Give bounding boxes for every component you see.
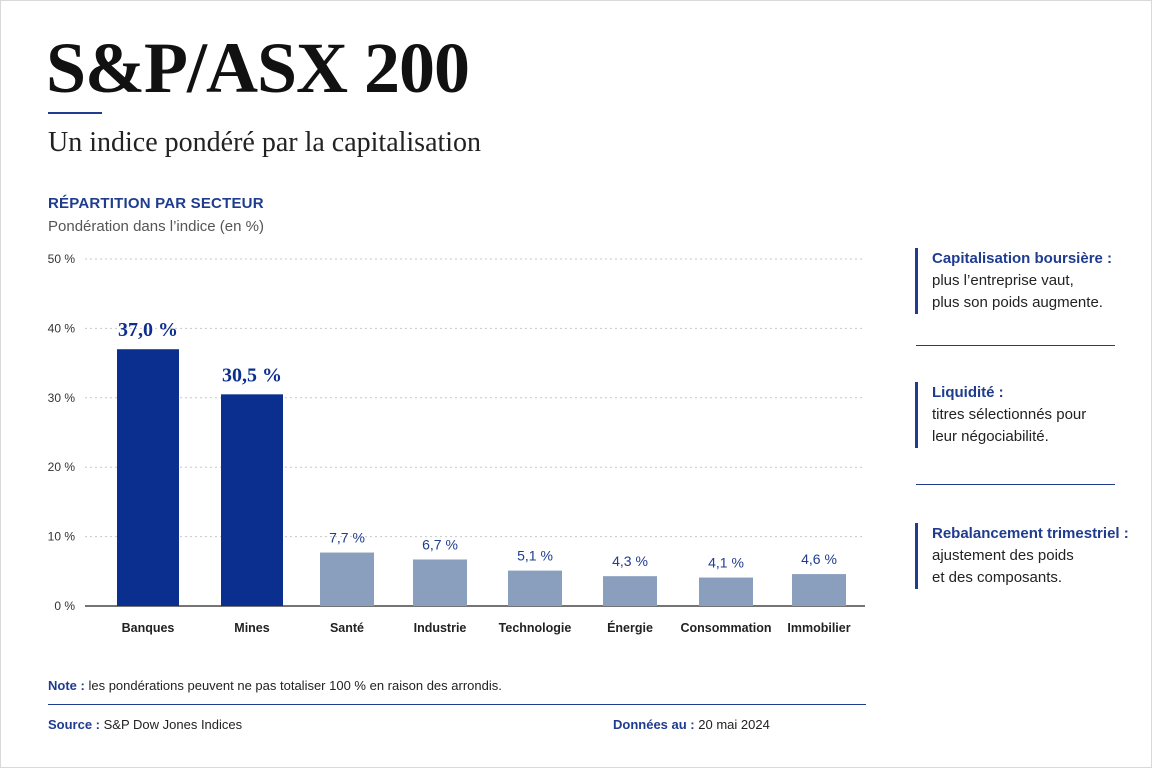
data-label: 6,7 % bbox=[422, 537, 458, 553]
info-market-cap: Capitalisation boursière : plus l’entrep… bbox=[915, 248, 1147, 314]
y-tick-label: 10 % bbox=[48, 530, 76, 544]
x-tick-label: Mines bbox=[234, 621, 269, 635]
data-label: 4,1 % bbox=[708, 555, 744, 571]
bar bbox=[221, 394, 283, 606]
info-heading: Rebalancement trimestriel : bbox=[932, 525, 1129, 542]
chart-subtitle: Pondération dans l’indice (en %) bbox=[48, 218, 264, 235]
x-tick-label: Énergie bbox=[607, 620, 653, 635]
y-tick-label: 40 % bbox=[48, 321, 76, 335]
footer-divider bbox=[48, 704, 866, 705]
data-label: 37,0 % bbox=[118, 319, 178, 341]
x-tick-label: Banques bbox=[122, 621, 175, 635]
sector-bar-chart: 0 % 10 % 20 % 30 % 40 % 50 % 37,0 % Banques 30,5… bbox=[48, 252, 865, 635]
bar bbox=[413, 559, 467, 606]
source-label: Source : bbox=[48, 717, 101, 732]
source: Source : S&P Dow Jones Indices bbox=[48, 716, 242, 734]
data-label: 5,1 % bbox=[517, 548, 553, 564]
info-line: plus son poids augmente. bbox=[932, 294, 1103, 311]
y-tick-label: 30 % bbox=[48, 391, 76, 405]
info-heading: Capitalisation boursière : bbox=[932, 250, 1113, 267]
bar bbox=[699, 577, 753, 606]
data-label: 4,6 % bbox=[801, 551, 837, 567]
x-tick-label: Santé bbox=[330, 621, 364, 635]
bar bbox=[792, 574, 846, 606]
note-text: les pondérations peuvent ne pas totalise… bbox=[88, 678, 502, 693]
bar bbox=[117, 349, 179, 606]
page-subtitle: Un indice pondéré par la capitalisation bbox=[48, 127, 482, 158]
data-label: 30,5 % bbox=[222, 364, 282, 386]
x-tick-label: Consommation bbox=[681, 621, 772, 635]
info-line: leur négociabilité. bbox=[932, 428, 1049, 445]
x-tick-label: Technologie bbox=[499, 621, 572, 635]
y-tick-label: 0 % bbox=[54, 599, 75, 613]
note: Note : les pondérations peuvent ne pas t… bbox=[48, 677, 502, 695]
y-tick-label: 50 % bbox=[48, 252, 76, 266]
info-heading: Liquidité : bbox=[932, 384, 1004, 401]
data-label: 7,7 % bbox=[329, 530, 365, 546]
bar bbox=[508, 570, 562, 606]
chart-title: RÉPARTITION PAR SECTEUR bbox=[48, 195, 264, 212]
info-liquidity: Liquidité : titres sélectionnés pour leu… bbox=[915, 382, 1147, 448]
info-line: plus l’entreprise vaut, bbox=[932, 272, 1074, 289]
bar bbox=[320, 552, 374, 606]
info-divider bbox=[916, 345, 1115, 346]
date-label: Données au : bbox=[613, 717, 695, 732]
info-line: titres sélectionnés pour bbox=[932, 406, 1087, 423]
y-tick-label: 20 % bbox=[48, 460, 76, 474]
info-divider bbox=[916, 484, 1115, 485]
title-divider bbox=[48, 112, 102, 114]
date-text: 20 mai 2024 bbox=[698, 717, 770, 732]
info-rebalancing: Rebalancement trimestriel : ajustement d… bbox=[915, 523, 1147, 589]
x-tick-label: Industrie bbox=[414, 621, 467, 635]
data-label: 4,3 % bbox=[612, 553, 648, 569]
note-label: Note : bbox=[48, 678, 85, 693]
page-title: S&P/ASX 200 bbox=[46, 28, 470, 108]
data-date: Données au : 20 mai 2024 bbox=[613, 716, 770, 734]
info-line: ajustement des poids bbox=[932, 547, 1074, 564]
info-line: et des composants. bbox=[932, 569, 1063, 586]
source-text: S&P Dow Jones Indices bbox=[103, 717, 243, 732]
bar bbox=[603, 576, 657, 606]
x-tick-label: Immobilier bbox=[787, 621, 850, 635]
